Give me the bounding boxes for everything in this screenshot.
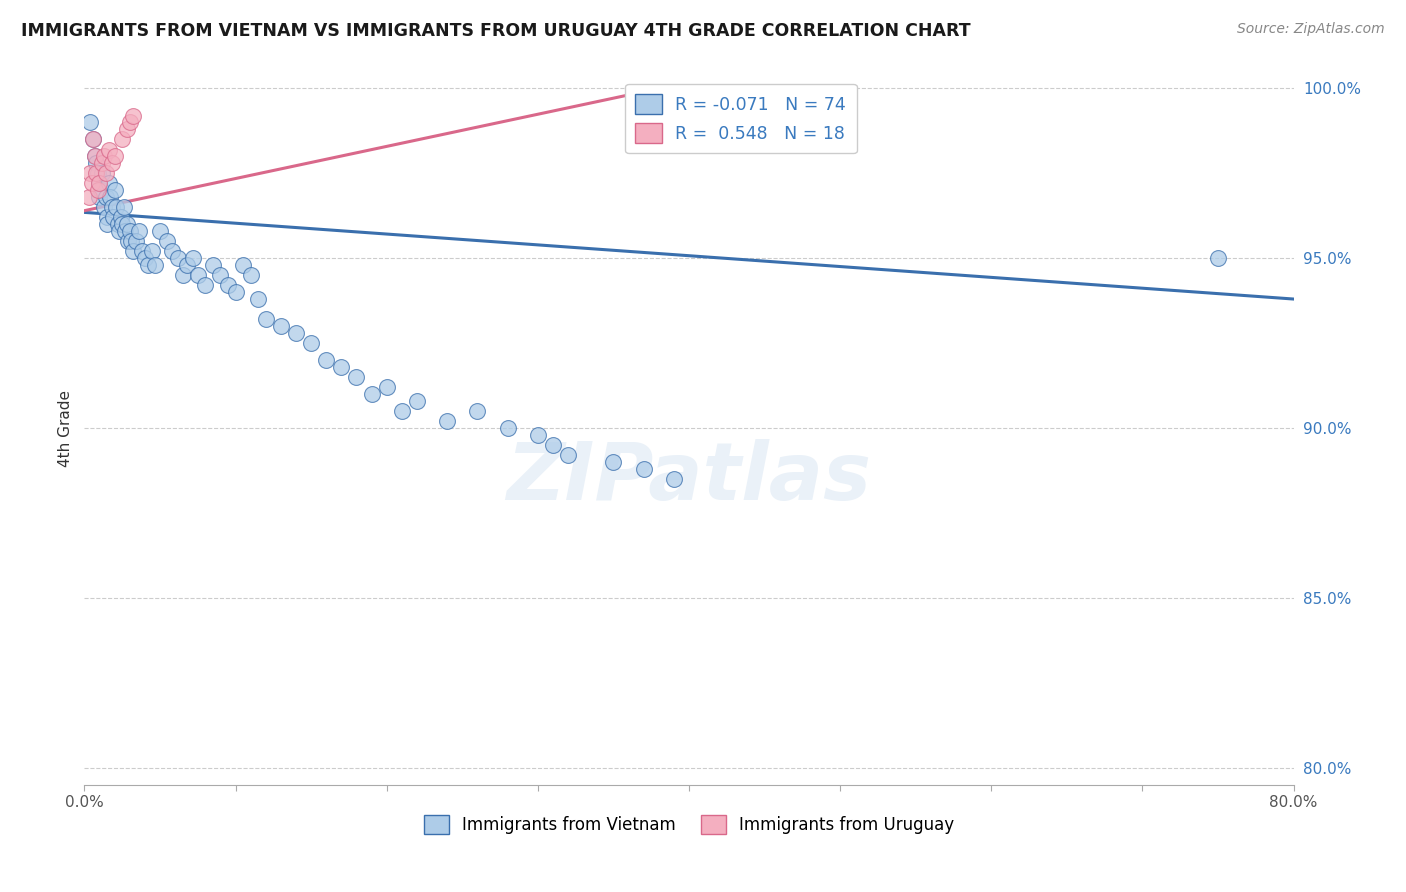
Point <box>360 387 382 401</box>
Point <box>167 252 190 266</box>
Point <box>299 336 322 351</box>
Point <box>406 394 429 409</box>
Point <box>201 258 224 272</box>
Point <box>121 109 143 123</box>
Point <box>375 380 398 394</box>
Point <box>104 183 127 197</box>
Point <box>111 132 134 146</box>
Point <box>346 370 368 384</box>
Point <box>108 224 131 238</box>
Point <box>1206 252 1229 266</box>
Point <box>187 268 209 283</box>
Point <box>91 166 114 180</box>
Point <box>149 224 172 238</box>
Point <box>98 190 121 204</box>
Point <box>80 177 103 191</box>
Point <box>100 200 122 214</box>
Point <box>436 414 458 428</box>
Point <box>125 234 148 248</box>
Point <box>117 234 139 248</box>
Point <box>105 200 128 214</box>
Point <box>94 166 117 180</box>
Point <box>118 115 141 129</box>
Point <box>225 285 247 300</box>
Point <box>111 217 134 231</box>
Point <box>131 244 153 259</box>
Point <box>467 404 489 418</box>
Point <box>156 234 179 248</box>
Point <box>527 428 550 442</box>
Point <box>93 200 115 214</box>
Point <box>90 183 112 197</box>
Point <box>86 156 108 170</box>
Point <box>79 166 101 180</box>
Point <box>114 224 136 238</box>
Point <box>541 438 564 452</box>
Point <box>94 190 117 204</box>
Point <box>82 132 104 146</box>
Legend: Immigrants from Vietnam, Immigrants from Uruguay: Immigrants from Vietnam, Immigrants from… <box>418 808 960 841</box>
Point <box>115 122 138 136</box>
Point <box>79 115 101 129</box>
Point <box>136 258 159 272</box>
Point <box>89 190 111 204</box>
Text: Source: ZipAtlas.com: Source: ZipAtlas.com <box>1237 22 1385 37</box>
Point <box>96 217 118 231</box>
Point <box>104 149 127 163</box>
Point <box>82 132 104 146</box>
Point <box>115 217 138 231</box>
Point <box>239 268 262 283</box>
Point <box>662 472 685 486</box>
Point <box>97 177 120 191</box>
Y-axis label: 4th Grade: 4th Grade <box>58 390 73 467</box>
Point <box>209 268 232 283</box>
Point <box>285 326 308 340</box>
Text: IMMIGRANTS FROM VIETNAM VS IMMIGRANTS FROM URUGUAY 4TH GRADE CORRELATION CHART: IMMIGRANTS FROM VIETNAM VS IMMIGRANTS FR… <box>21 22 970 40</box>
Point <box>145 258 167 272</box>
Text: ZIPatlas: ZIPatlas <box>506 439 872 517</box>
Point <box>96 211 118 225</box>
Point <box>172 268 194 283</box>
Point <box>86 166 108 180</box>
Point <box>160 244 183 259</box>
Point <box>134 252 156 266</box>
Point <box>87 166 110 180</box>
Point <box>181 252 204 266</box>
Point <box>101 211 124 225</box>
Point <box>247 292 270 306</box>
Point <box>391 404 413 418</box>
Point <box>100 156 122 170</box>
Point <box>254 312 277 326</box>
Point <box>89 177 111 191</box>
Point <box>194 278 217 293</box>
Point <box>107 217 129 231</box>
Point <box>77 190 100 204</box>
Point <box>97 143 120 157</box>
Point <box>84 149 107 163</box>
Point <box>141 244 163 259</box>
Point <box>232 258 254 272</box>
Point <box>87 183 110 197</box>
Point <box>270 319 292 334</box>
Point <box>128 224 150 238</box>
Point <box>84 149 107 163</box>
Point <box>121 244 143 259</box>
Point <box>496 421 519 435</box>
Point <box>120 234 142 248</box>
Point <box>112 200 135 214</box>
Point <box>176 258 198 272</box>
Point <box>118 224 141 238</box>
Point <box>91 156 114 170</box>
Point <box>89 177 111 191</box>
Point <box>217 278 239 293</box>
Point <box>93 149 115 163</box>
Point <box>315 353 337 368</box>
Point <box>602 455 624 469</box>
Point <box>110 211 132 225</box>
Point <box>330 359 353 374</box>
Point <box>633 462 655 476</box>
Point <box>557 448 579 462</box>
